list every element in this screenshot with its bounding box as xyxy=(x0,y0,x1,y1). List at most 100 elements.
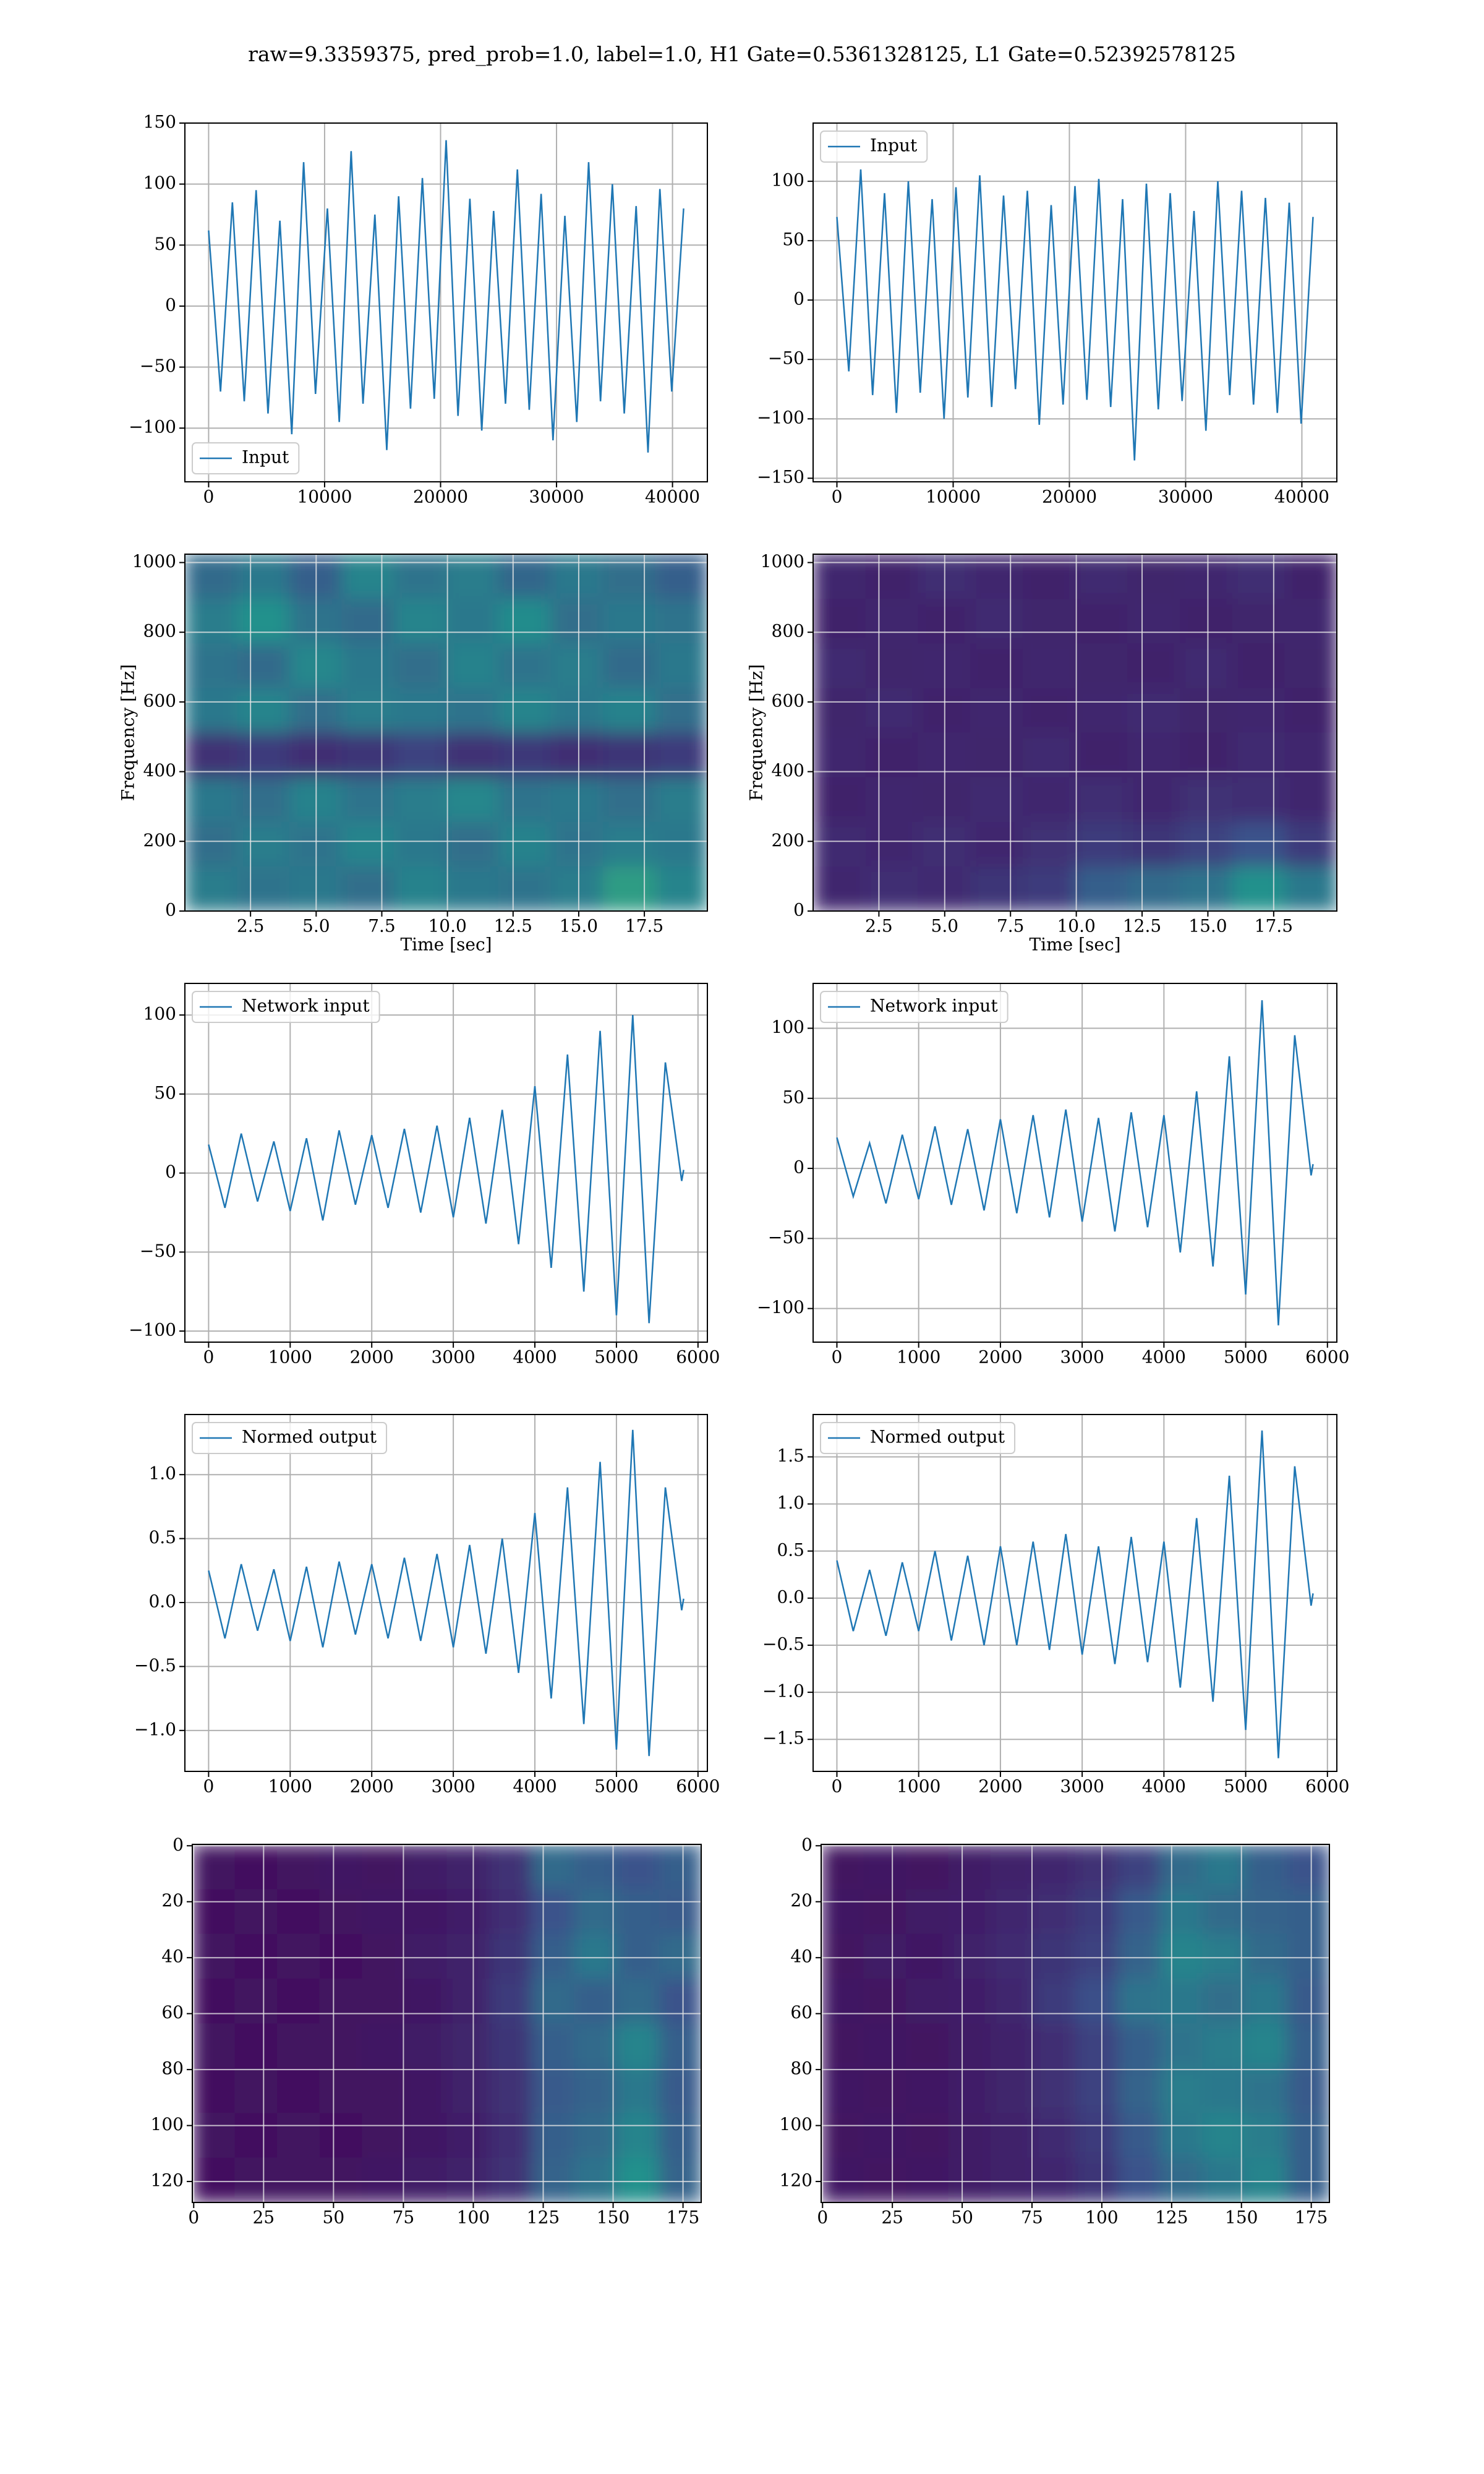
heatmap-cell xyxy=(237,599,290,644)
heatmap-cell xyxy=(192,2113,236,2159)
heatmap-cell xyxy=(489,1889,532,1935)
heatmap-cell xyxy=(489,2023,532,2069)
heatmap-cell xyxy=(1117,1979,1161,2024)
heatmap-cell xyxy=(1033,2023,1076,2069)
heatmap-cell xyxy=(277,1979,320,2024)
heatmap-cell xyxy=(1127,866,1180,911)
heatmap-cell xyxy=(865,866,919,911)
x-tick-label: 150 xyxy=(597,2207,629,2228)
x-tick-label: 2.5 xyxy=(237,916,265,936)
heatmap-cell xyxy=(991,2023,1034,2069)
heatmap-cell xyxy=(498,821,552,867)
y-tick-label: 40 xyxy=(790,1946,812,1967)
heatmap-cell xyxy=(498,777,552,823)
heatmap-cell xyxy=(489,2068,532,2114)
heatmap-cell xyxy=(991,1979,1034,2024)
y-tick-label: 0 xyxy=(793,900,804,920)
heatmap-cell xyxy=(1117,1889,1161,1935)
heatmap-cell xyxy=(813,643,866,689)
heatmap-cell xyxy=(991,1933,1034,1980)
heatmap-cell xyxy=(1179,688,1233,734)
heatmap-cell xyxy=(616,1889,660,1935)
x-tick-label: 50 xyxy=(323,2207,345,2228)
heatmap-cell xyxy=(237,643,290,689)
y-tick-label: −1.0 xyxy=(762,1681,804,1701)
heatmap-cell xyxy=(531,1844,575,1890)
y-tick-label: 1.0 xyxy=(777,1492,804,1513)
heatmap-cell xyxy=(237,688,290,734)
y-tick-label: 50 xyxy=(154,234,176,254)
heatmap-cell xyxy=(1284,643,1337,689)
x-tick-label: 5.0 xyxy=(302,916,330,936)
heatmap-cell xyxy=(1202,2157,1245,2202)
heatmap-cell xyxy=(1232,599,1286,644)
heatmap-cell xyxy=(446,554,499,600)
axes-frame xyxy=(821,1844,1330,2203)
heatmap-cell xyxy=(550,821,603,867)
y-tick-label: 0.5 xyxy=(148,1527,176,1547)
legend: Normed output xyxy=(820,1422,1016,1454)
heatmap-cell xyxy=(446,1979,490,2024)
heatmap-cell xyxy=(1075,2113,1119,2159)
y-tick-label: 800 xyxy=(772,621,804,641)
x-tick-label: 2.5 xyxy=(865,916,893,936)
heatmap-cell xyxy=(821,2157,864,2202)
heatmap-cell xyxy=(192,1844,236,1890)
heatmap-cell xyxy=(394,643,447,689)
heatmap-cell xyxy=(865,599,919,644)
heatmap-cell xyxy=(1075,2023,1119,2069)
heatmap-cell xyxy=(603,777,656,823)
heatmap-cell xyxy=(489,2157,532,2202)
heatmap-cell xyxy=(362,2113,405,2159)
y-tick-label: 20 xyxy=(161,1890,184,1911)
heatmap-cell xyxy=(489,1979,532,2024)
heatmap-cell xyxy=(906,1889,949,1935)
x-tick-label: 30000 xyxy=(1158,487,1213,507)
heatmap-cell xyxy=(863,1844,906,1890)
y-tick-label: 600 xyxy=(772,690,804,711)
heatmap-cell xyxy=(234,1889,278,1935)
heatmap-cell xyxy=(192,2068,236,2114)
heatmap-cell xyxy=(603,821,656,867)
subplot: 2.5 5.0 7.5 10.0 12.5 15.0 17.5 0 200 400 600 800 10… xyxy=(118,551,708,955)
heatmap-cell xyxy=(1232,688,1286,734)
heatmap-cell xyxy=(1287,2113,1329,2159)
heatmap-cell xyxy=(1179,643,1233,689)
heatmap-cell xyxy=(446,2068,490,2114)
heatmap-cell xyxy=(948,2023,991,2069)
y-tick-label: 80 xyxy=(790,2058,812,2079)
x-tick-label: 25 xyxy=(252,2207,275,2228)
heatmap-cell xyxy=(574,1933,617,1980)
x-tick-label: 6000 xyxy=(1305,1347,1349,1368)
heatmap-cell xyxy=(813,821,866,867)
heatmap-cell xyxy=(821,2113,864,2159)
x-tick-label: 15.0 xyxy=(560,916,598,936)
heatmap-cell xyxy=(446,1844,490,1890)
x-tick-label: 40000 xyxy=(645,487,700,507)
x-tick-label: 17.5 xyxy=(1255,916,1293,936)
heatmap-cell xyxy=(603,688,656,734)
heatmap-cell xyxy=(1117,2157,1161,2202)
y-tick-label: 1.0 xyxy=(148,1463,176,1484)
heatmap-cell xyxy=(362,1889,405,1935)
heatmap-cell xyxy=(906,2157,949,2202)
heatmap-cell xyxy=(1117,1933,1161,1980)
heatmap-cell xyxy=(1033,2157,1076,2202)
heatmap-cell xyxy=(550,777,603,823)
legend: Input xyxy=(192,442,300,474)
heatmap-cell xyxy=(948,2068,991,2114)
legend: Network input xyxy=(192,991,380,1023)
heatmap-cell xyxy=(948,1933,991,1980)
y-tick-label: −100 xyxy=(757,1297,804,1317)
heatmap-cell xyxy=(1127,554,1180,600)
plot-area xyxy=(836,169,1314,461)
heatmap-cell xyxy=(1022,732,1076,778)
heatmap-cell xyxy=(237,777,290,823)
heatmap-cell xyxy=(821,1979,864,2024)
heatmap-cell xyxy=(813,732,866,778)
heatmap-cell xyxy=(362,1979,405,2024)
figure-title: raw=9.3359375, pred_prob=1.0, label=1.0,… xyxy=(248,42,1236,67)
heatmap-cell xyxy=(1160,2113,1203,2159)
x-axis-label: Time [sec] xyxy=(400,935,492,955)
x-tick-label: 0 xyxy=(203,1776,214,1797)
